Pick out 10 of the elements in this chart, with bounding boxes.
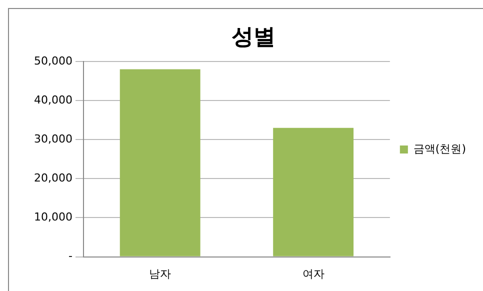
x-tick-label: 여자 bbox=[302, 267, 324, 280]
chart-title: 성별 bbox=[232, 24, 276, 50]
x-tick-label: 남자 bbox=[149, 267, 172, 280]
y-tick-label: - bbox=[68, 250, 73, 263]
y-tick-label: 40,000 bbox=[34, 93, 72, 106]
y-tick-label: 10,000 bbox=[34, 210, 72, 224]
y-tick-label: 20,000 bbox=[34, 172, 72, 184]
legend-label: 금액(천원) bbox=[413, 142, 466, 156]
y-tick-label: 50,000 bbox=[34, 54, 72, 68]
y-tick-label: 30,000 bbox=[34, 132, 72, 146]
